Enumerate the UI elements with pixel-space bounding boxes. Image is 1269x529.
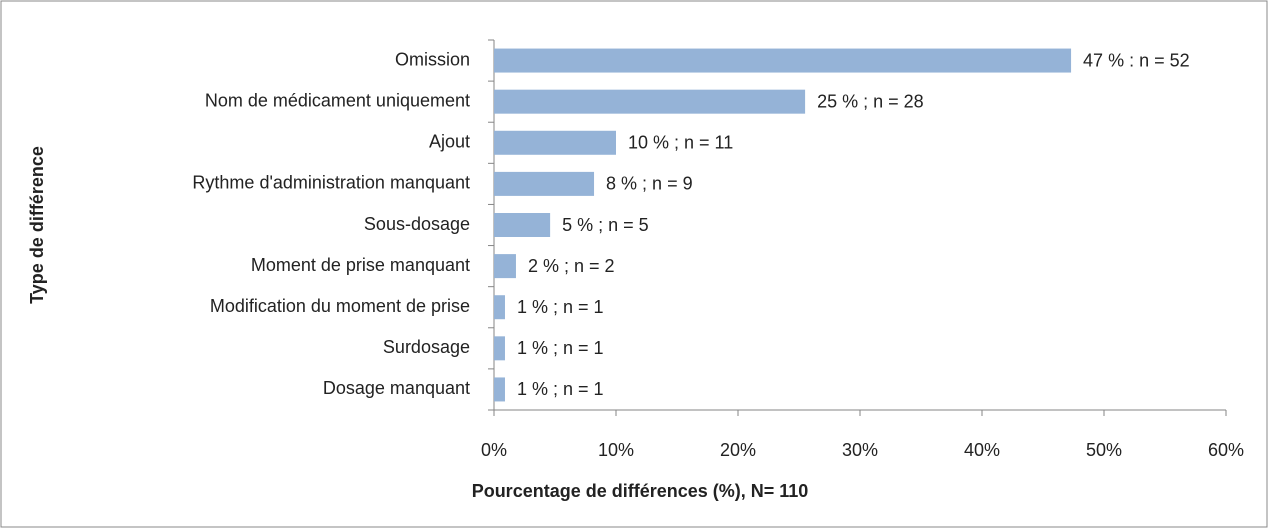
y-tick-label: Moment de prise manquant (251, 255, 470, 275)
y-tick-label: Modification du moment de prise (210, 296, 470, 316)
y-tick-label: Omission (395, 49, 470, 69)
x-tick-label: 40% (964, 440, 1000, 460)
x-tick-label: 30% (842, 440, 878, 460)
y-tick-label: Surdosage (383, 337, 470, 357)
x-tick-label: 50% (1086, 440, 1122, 460)
bar (494, 89, 806, 114)
bar (494, 254, 516, 279)
x-tick-label: 60% (1208, 440, 1244, 460)
bar (494, 130, 616, 155)
y-tick-label: Sous-dosage (364, 214, 470, 234)
data-label: 8 % ; n = 9 (606, 174, 693, 194)
data-label: 25 % ; n = 28 (817, 91, 924, 111)
x-tick-label: 10% (598, 440, 634, 460)
data-label: 47 % : n = 52 (1083, 50, 1190, 70)
bar (494, 336, 505, 361)
y-tick-label: Rythme d'administration manquant (192, 173, 470, 193)
y-tick-label: Ajout (429, 132, 470, 152)
y-tick-label: Dosage manquant (323, 378, 470, 398)
data-label: 1 % ; n = 1 (517, 297, 604, 317)
y-axis-label: Type de différence (27, 146, 47, 304)
data-label: 5 % ; n = 5 (562, 215, 649, 235)
data-label: 1 % ; n = 1 (517, 379, 604, 399)
data-label: 10 % ; n = 11 (628, 133, 733, 153)
data-label: 1 % ; n = 1 (517, 338, 604, 358)
bar (494, 48, 1072, 73)
bar (494, 295, 505, 320)
x-tick-label: 20% (720, 440, 756, 460)
bar (494, 377, 505, 402)
x-tick-label: 0% (481, 440, 507, 460)
data-label: 2 % ; n = 2 (528, 256, 615, 276)
x-axis-label: Pourcentage de différences (%), N= 110 (472, 481, 809, 501)
y-tick-label: Nom de médicament uniquement (205, 90, 470, 110)
bar (494, 171, 595, 196)
bar (494, 213, 551, 237)
